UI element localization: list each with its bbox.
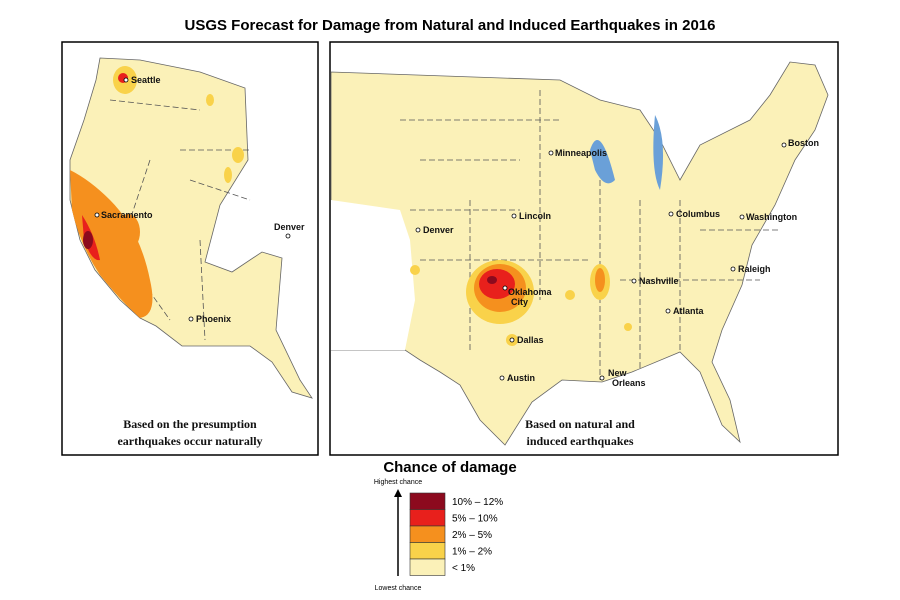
city-label: Sacramento — [101, 210, 153, 220]
caption: induced earthquakes — [526, 434, 633, 448]
title: USGS Forecast for Damage from Natural an… — [185, 17, 716, 34]
legend-label: 5% – 10% — [452, 513, 498, 524]
city-label: Washington — [746, 212, 797, 222]
legend-label: 1% – 2% — [452, 546, 492, 557]
city-label: New Orleans — [608, 368, 646, 388]
city-label: Lincoln — [519, 211, 551, 221]
city-label: Seattle — [131, 75, 161, 85]
legend-title: Chance of damage — [383, 459, 516, 476]
city-label: Columbus — [676, 209, 720, 219]
city-label: Denver — [423, 225, 454, 235]
city-label: Phoenix — [196, 314, 231, 324]
city-label: Boston — [788, 138, 819, 148]
legend: Chance of damage Highest chance Lowest c… — [374, 459, 517, 592]
left-panel: Seattle Sacramento Denver Phoenix Based … — [61, 41, 319, 456]
city-label: Austin — [507, 373, 535, 383]
legend-swatch — [409, 525, 446, 543]
city-label: Atlanta — [673, 306, 704, 316]
city-label: Raleigh — [738, 264, 771, 274]
city-label: Oklahoma City — [508, 287, 553, 307]
legend-label: < 1% — [452, 563, 475, 574]
legend-label: 10% – 12% — [452, 497, 503, 508]
legend-high: Highest chance — [374, 479, 422, 486]
caption: earthquakes occur naturally — [117, 434, 262, 448]
legend-label: 2% – 5% — [452, 530, 492, 541]
caption: Based on the presumption — [123, 417, 257, 431]
legend-swatch — [409, 542, 446, 560]
arrow-head — [394, 489, 402, 497]
city-label: Denver — [274, 222, 305, 232]
legend-swatch — [409, 558, 446, 576]
caption: Based on natural and — [525, 417, 635, 431]
right-panel: Minneapolis Boston Lincoln Columbus Wash… — [329, 41, 839, 456]
city-label: Nashville — [639, 276, 679, 286]
city-label: Dallas — [517, 335, 544, 345]
legend-swatch — [409, 492, 446, 510]
legend-swatch — [409, 509, 446, 527]
legend-low: Lowest chance — [375, 585, 422, 592]
city-label: Minneapolis — [555, 148, 607, 158]
